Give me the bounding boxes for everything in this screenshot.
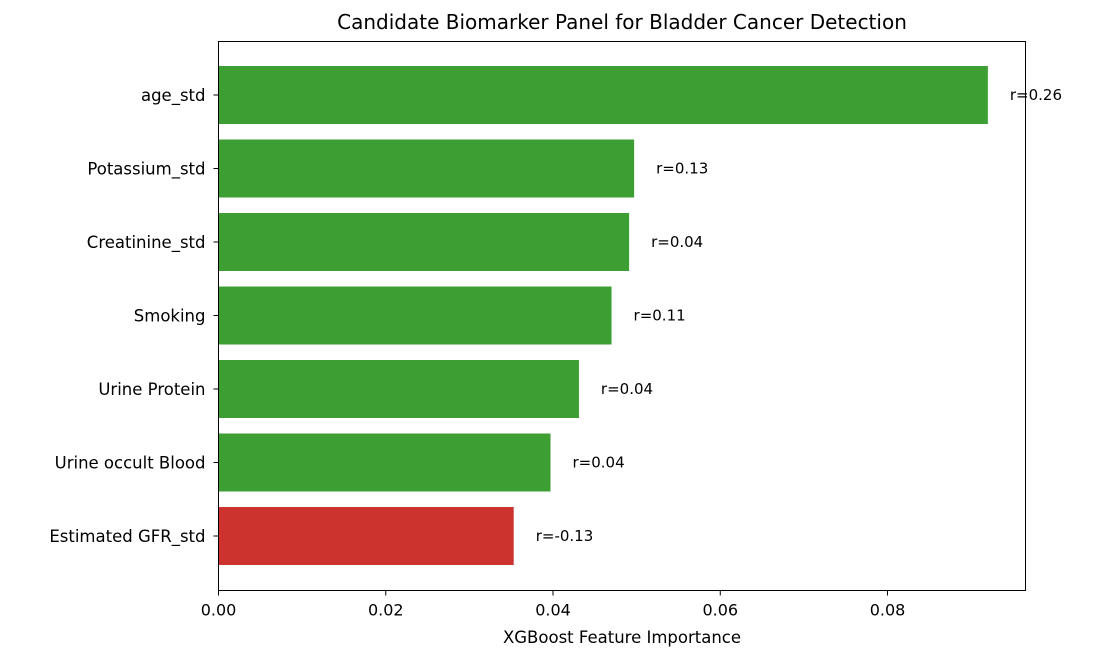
- category-label: age_std: [141, 86, 206, 106]
- bar-2: [218, 213, 630, 271]
- x-tick-label: 0.04: [535, 601, 571, 620]
- data-label: r=0.04: [651, 233, 703, 251]
- bars-group: [218, 66, 988, 565]
- data-label: r=-0.13: [536, 527, 594, 545]
- data-label: r=0.26: [1010, 86, 1062, 104]
- data-label: r=0.11: [634, 307, 686, 325]
- category-labels: age_std Potassium_std Creatinine_std Smokin…: [49, 86, 219, 547]
- data-label: r=0.04: [572, 454, 624, 472]
- category-label: Urine Protein: [98, 380, 205, 399]
- chart-title: Candidate Biomarker Panel for Bladder Ca…: [337, 10, 907, 34]
- x-axis-label: XGBoost Feature Importance: [503, 628, 741, 647]
- bar-0: [218, 66, 988, 124]
- data-label: r=0.04: [601, 380, 653, 398]
- x-axis: 0.00 0.02 0.04 0.06 0.08: [201, 590, 906, 620]
- category-label: Urine occult Blood: [55, 454, 206, 473]
- bar-1: [218, 139, 635, 198]
- plot-frame: [218, 41, 1026, 591]
- x-tick-label: 0.00: [201, 601, 237, 620]
- bar-4: [218, 360, 579, 418]
- category-label: Smoking: [134, 307, 206, 326]
- bar-3: [218, 286, 612, 345]
- bar-5: [218, 433, 551, 492]
- x-tick-label: 0.06: [702, 601, 738, 620]
- x-tick-label: 0.02: [368, 601, 404, 620]
- x-tick-label: 0.08: [870, 601, 906, 620]
- category-label: Estimated GFR_std: [49, 527, 205, 547]
- category-label: Creatinine_std: [87, 233, 206, 253]
- data-label: r=0.13: [656, 160, 708, 178]
- bar-6: [218, 507, 514, 565]
- category-label: Potassium_std: [87, 160, 205, 180]
- data-labels: r=0.26 r=0.13 r=0.04 r=0.11 r=0.04 r=0.04 r=-0…: [536, 86, 1062, 545]
